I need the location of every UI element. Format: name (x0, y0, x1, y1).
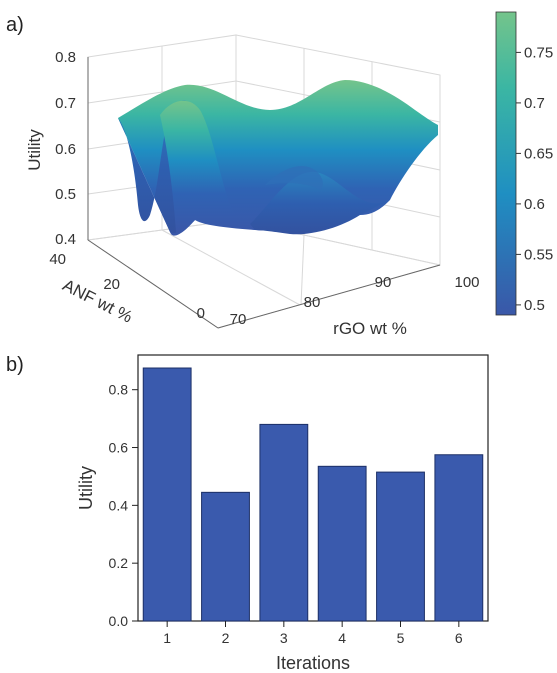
y-tick: 0 (197, 305, 205, 322)
colorbar-tick-label: 0.75 (524, 44, 553, 61)
bar-plot-area: 0.0 0.2 0.4 0.6 0.8 1 2 3 4 5 6 Iterations Utility (76, 354, 489, 673)
y-axis-label: Utility (76, 466, 96, 510)
bar (376, 471, 425, 622)
x-tick-label: 6 (455, 630, 463, 646)
y-ticks: 40 20 0 (49, 251, 205, 322)
x-tick: 70 (230, 311, 247, 328)
bar (434, 454, 484, 622)
y-tick: 20 (103, 276, 120, 293)
colorbar-tick-label: 0.5 (524, 297, 545, 314)
z-axis-label: Utility (25, 129, 44, 171)
bar (201, 491, 250, 622)
bar (259, 423, 309, 622)
y-tick-label: 0.6 (109, 440, 129, 456)
x-tick-label: 3 (280, 630, 288, 646)
y-tick-label: 0.2 (109, 555, 129, 571)
bar (142, 367, 192, 622)
x-tick-label: 4 (338, 630, 346, 646)
y-tick-label: 0.8 (109, 382, 129, 398)
box-axes (87, 57, 441, 329)
surface-front-dip (250, 171, 390, 235)
bar (317, 465, 367, 622)
surface (118, 80, 438, 236)
colorbar-tick-label: 0.55 (524, 246, 553, 263)
colorbar-tick-label: 0.7 (524, 95, 545, 112)
x-tick: 100 (454, 274, 479, 291)
x-tick-label: 1 (163, 630, 171, 646)
surface-mid-bump (265, 165, 323, 190)
plot-frame (137, 354, 489, 622)
surface-chart: 0.8 0.7 0.6 0.5 0.4 Utility 40 20 0 ANF … (25, 11, 553, 338)
colorbar (495, 11, 517, 316)
y-tick-label: 0.0 (109, 613, 129, 629)
x-axis-label: Iterations (276, 653, 350, 673)
x-axis-label: rGO wt % (333, 319, 407, 338)
colorbar-tick-label: 0.65 (524, 145, 553, 162)
y-axis-label: ANF wt % (60, 275, 136, 326)
bar-chart: 0.0 0.2 0.4 0.6 0.8 1 2 3 4 5 6 Iterations Utility (76, 354, 489, 673)
y-tick: 40 (49, 251, 66, 268)
z-tick: 0.4 (55, 231, 76, 248)
z-tick: 0.7 (55, 95, 76, 112)
panel-a-label: a) (6, 14, 24, 36)
colorbar-tick-label: 0.6 (524, 196, 545, 213)
z-ticks: 0.8 0.7 0.6 0.5 0.4 (55, 49, 76, 248)
y-tick-label: 0.4 (109, 497, 129, 513)
panel-b-label: b) (6, 354, 24, 376)
colorbar-ticks: 0.5 0.55 0.6 0.65 0.7 0.75 (516, 44, 553, 314)
x-tick-label: 5 (397, 630, 405, 646)
x-tick: 90 (375, 274, 392, 291)
z-tick: 0.8 (55, 49, 76, 66)
x-tick-label: 2 (222, 630, 230, 646)
x-tick: 80 (304, 294, 321, 311)
z-tick: 0.5 (55, 186, 76, 203)
x-ticks: 70 80 90 100 (230, 274, 480, 328)
z-tick: 0.6 (55, 141, 76, 158)
surface-front-ridge (160, 100, 255, 234)
